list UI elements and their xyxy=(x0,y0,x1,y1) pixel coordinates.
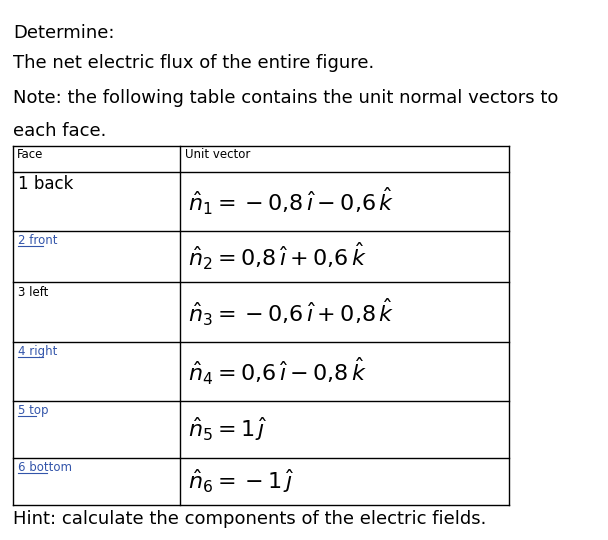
Text: Unit vector: Unit vector xyxy=(185,148,250,161)
Text: Face: Face xyxy=(17,148,44,161)
Text: Determine:: Determine: xyxy=(13,24,114,42)
Text: $\hat{n}_2 = 0{,}8\,\hat{\imath} + 0{,}6\,\hat{k}$: $\hat{n}_2 = 0{,}8\,\hat{\imath} + 0{,}6… xyxy=(188,241,367,273)
Text: 5 top: 5 top xyxy=(18,404,49,417)
Text: $\hat{n}_6 = -1\,\hat{\jmath}$: $\hat{n}_6 = -1\,\hat{\jmath}$ xyxy=(188,468,295,495)
Text: The net electric flux of the entire figure.: The net electric flux of the entire figu… xyxy=(13,54,375,72)
Text: $\hat{n}_4 = 0{,}6\,\hat{\imath} - 0{,}8\,\hat{k}$: $\hat{n}_4 = 0{,}6\,\hat{\imath} - 0{,}8… xyxy=(188,356,367,387)
Text: each face.: each face. xyxy=(13,122,106,139)
Text: $\hat{n}_5 = 1\,\hat{\jmath}$: $\hat{n}_5 = 1\,\hat{\jmath}$ xyxy=(188,416,268,443)
Text: Note: the following table contains the unit normal vectors to: Note: the following table contains the u… xyxy=(13,89,558,107)
Text: 4 right: 4 right xyxy=(18,345,58,358)
Text: 3 left: 3 left xyxy=(18,286,49,299)
Text: 1 back: 1 back xyxy=(18,175,74,193)
Text: Hint: calculate the components of the electric fields.: Hint: calculate the components of the el… xyxy=(13,510,486,528)
Text: $\hat{n}_3 = -0{,}6\,\hat{\imath} + 0{,}8\,\hat{k}$: $\hat{n}_3 = -0{,}6\,\hat{\imath} + 0{,}… xyxy=(188,296,395,328)
Text: 6 bottom: 6 bottom xyxy=(18,461,72,474)
Text: 2 front: 2 front xyxy=(18,234,58,247)
Text: $\hat{n}_1 = -0{,}8\,\hat{\imath} - 0{,}6\,\hat{k}$: $\hat{n}_1 = -0{,}8\,\hat{\imath} - 0{,}… xyxy=(188,186,395,217)
